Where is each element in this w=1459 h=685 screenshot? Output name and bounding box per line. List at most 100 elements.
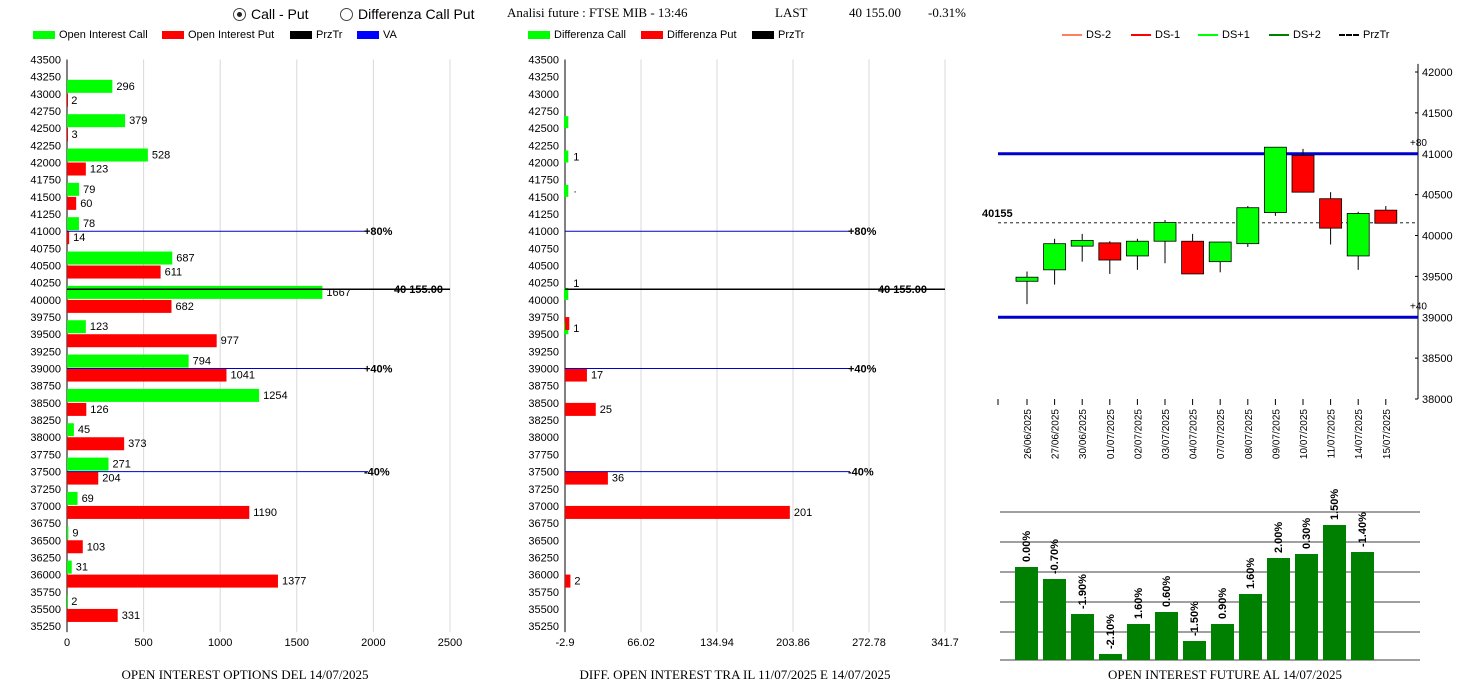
y-tick-label: 40750 (30, 243, 61, 255)
diff-put-bar (565, 402, 596, 416)
put-value-label: 1377 (282, 576, 306, 588)
put-bar (67, 540, 83, 554)
call-value-label: 296 (116, 81, 134, 93)
candle-body (1043, 243, 1066, 271)
price-tick-label: 38500 (1422, 353, 1453, 365)
y-tick-label: 38500 (528, 398, 559, 410)
date-label: 07/07/2025 (1216, 409, 1227, 459)
y-tick-label: 36000 (30, 570, 61, 582)
radio-differenza[interactable]: Differenza Call Put (340, 6, 474, 22)
call-value-label: 687 (176, 253, 194, 265)
put-value-label: 14 (73, 232, 85, 244)
y-tick-label: 39500 (528, 329, 559, 341)
legend-ds-2: DS-2 (1062, 29, 1111, 41)
call-bar (67, 114, 126, 128)
legend-ds-1: DS-1 (1131, 29, 1180, 41)
diff-value-label: 2 (574, 576, 580, 588)
y-tick-label: 40250 (528, 278, 559, 290)
radio-dot-selected[interactable] (233, 7, 246, 21)
level-tag: +40 (1410, 301, 1427, 312)
x-tick-label: 2000 (361, 637, 385, 649)
x-tick-label: 1000 (208, 637, 232, 649)
date-label: 08/07/2025 (1244, 409, 1255, 459)
call-bar (67, 148, 148, 162)
x-tick-label: 2500 (438, 637, 462, 649)
y-tick-label: 42500 (528, 123, 559, 135)
price-tick-label: 40500 (1422, 190, 1453, 202)
y-tick-label: 41500 (30, 192, 61, 204)
call-bar (67, 388, 260, 402)
future-oi-label: -0.70% (1049, 539, 1061, 574)
diff-call-bar (564, 150, 569, 163)
y-tick-label: 35500 (528, 604, 559, 616)
call-bar (67, 285, 323, 299)
legend-diff-put: Differenza Put (641, 29, 737, 41)
radio-differenza-label: Differenza Call Put (358, 6, 475, 22)
call-bar (67, 182, 80, 196)
y-tick-label: 40250 (30, 278, 61, 290)
call-value-label: 2 (71, 596, 77, 608)
call-bar (67, 354, 189, 368)
y-tick-label: 37500 (30, 467, 61, 479)
call-bar (67, 526, 69, 540)
diff-value-label: 1 (573, 152, 579, 164)
y-tick-label: 35500 (30, 604, 61, 616)
price-tick-label: 41000 (1422, 149, 1453, 161)
candle-body (1208, 241, 1232, 263)
future-oi-bar (1351, 552, 1374, 660)
future-oi-bar (1267, 558, 1290, 660)
y-tick-label: 42750 (528, 106, 559, 118)
y-tick-label: 37750 (30, 449, 61, 461)
put-value-label: 977 (221, 335, 239, 347)
candle-body (1319, 198, 1342, 229)
x-tick-label: -2.9 (556, 637, 575, 649)
future-oi-label: -1.90% (1077, 574, 1089, 609)
put-bar (67, 334, 217, 348)
legend-oi-call: Open Interest Call (33, 29, 148, 41)
footer-options-title: OPEN INTEREST OPTIONS DEL 14/07/2025 (121, 667, 369, 682)
y-tick-label: 36000 (528, 570, 559, 582)
date-label: 26/06/2025 (1023, 409, 1034, 459)
future-oi-bar (1155, 612, 1178, 660)
diff-level-label: 40 155.00 (878, 284, 927, 296)
put-value-label: 331 (122, 610, 140, 622)
call-value-label: 123 (90, 321, 108, 333)
legend-prztr: PrzTr (290, 29, 342, 41)
radio-dot[interactable] (340, 7, 353, 21)
put-bar (67, 608, 118, 622)
y-tick-label: 41250 (30, 209, 61, 221)
price-tick-label: 42000 (1422, 67, 1453, 79)
diff-value-label: 17 (591, 370, 603, 382)
footer-diff-title: DIFF. OPEN INTEREST TRA IL 11/07/2025 E … (579, 667, 891, 682)
put-value-label: 3 (71, 129, 77, 141)
y-tick-label: 36250 (30, 552, 61, 564)
call-bar (67, 79, 113, 93)
diff-value-label: 1 (573, 323, 579, 335)
y-tick-label: 36500 (528, 535, 559, 547)
legend-diff-call: Differenza Call (528, 29, 626, 41)
radio-call-put[interactable]: Call - Put (233, 6, 309, 22)
put-bar (67, 402, 87, 416)
put-bar (67, 368, 227, 382)
put-bar (67, 162, 86, 176)
future-oi-label: -1.50% (1189, 601, 1201, 636)
y-tick-label: 42500 (30, 123, 61, 135)
y-tick-label: 38750 (528, 381, 559, 393)
call-bar (67, 320, 86, 334)
candle-body (1015, 276, 1039, 282)
y-tick-label: 39250 (30, 346, 61, 358)
future-oi-label: 0.90% (1217, 588, 1229, 619)
call-value-label: 79 (83, 184, 95, 196)
diff-call-bar (564, 287, 569, 300)
call-bar (67, 594, 68, 608)
y-tick-label: 36750 (528, 518, 559, 530)
candle-body (1070, 240, 1094, 247)
y-tick-label: 42750 (30, 106, 61, 118)
call-value-label: 379 (129, 115, 147, 127)
y-tick-label: 37000 (30, 501, 61, 513)
diff-call-bar (564, 116, 569, 129)
diff-level-label: -40% (848, 467, 874, 479)
call-value-label: 78 (83, 218, 95, 230)
y-tick-label: 38000 (528, 432, 559, 444)
call-value-label: 271 (113, 459, 131, 471)
